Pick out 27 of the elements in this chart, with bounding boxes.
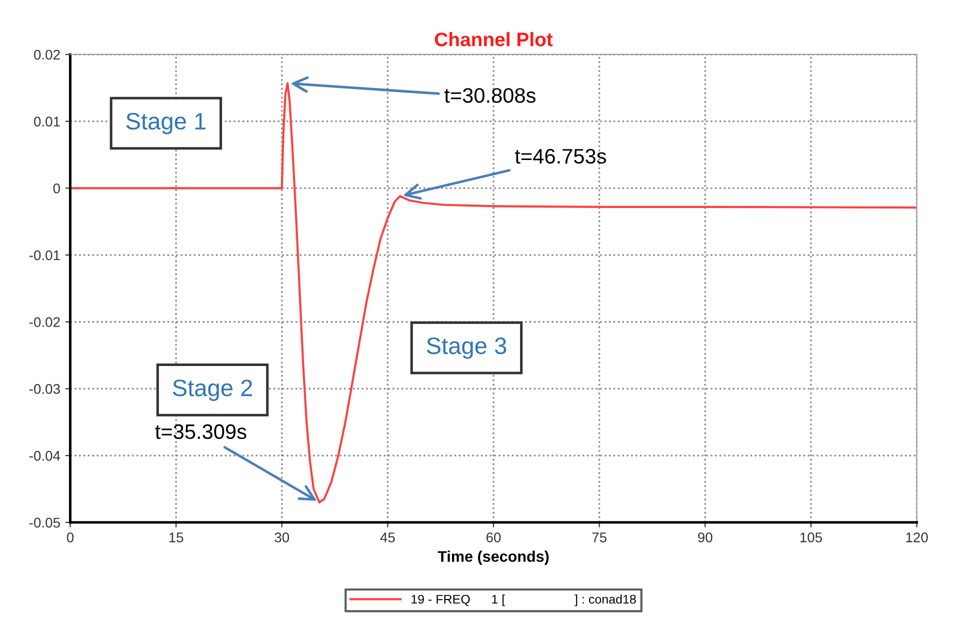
chart-title: Channel Plot (434, 32, 553, 46)
x-tick-label: 75 (592, 532, 606, 542)
y-tick-label: -0.01 (29, 250, 60, 260)
x-tick-label: 105 (800, 532, 822, 542)
x-tick-label: 45 (380, 532, 395, 542)
y-tick-label: -0.04 (29, 450, 60, 461)
y-tick-label: 0 (53, 184, 60, 194)
x-axis-title: Time (seconds) (438, 550, 549, 565)
y-tick-label: 0.01 (34, 116, 60, 126)
x-tick-label: 120 (906, 532, 928, 542)
annotation: Stage 3 (426, 337, 506, 359)
line-series (70, 82, 917, 504)
legend-label: 19 - FREQ 1 [ ] : conad18 (412, 594, 636, 606)
x-tick-label: 60 (486, 532, 501, 542)
y-tick-label: -0.05 (29, 518, 60, 528)
y-tick-label: -0.02 (29, 317, 60, 328)
annotation: Stage 2 (172, 380, 252, 401)
y-tick-label: 0.02 (34, 50, 60, 60)
annotation: t=35.309s (155, 424, 246, 440)
x-tick-label: 30 (274, 532, 290, 542)
annotation: t=30.808s (444, 88, 536, 103)
x-tick-label: 0 (66, 532, 74, 542)
y-tick-label: -0.03 (29, 384, 60, 394)
x-tick-label: 90 (698, 532, 712, 542)
annotation: t=46.753s (514, 148, 606, 164)
annotation: Stage 1 (126, 112, 206, 134)
x-tick-label: 15 (169, 532, 184, 542)
